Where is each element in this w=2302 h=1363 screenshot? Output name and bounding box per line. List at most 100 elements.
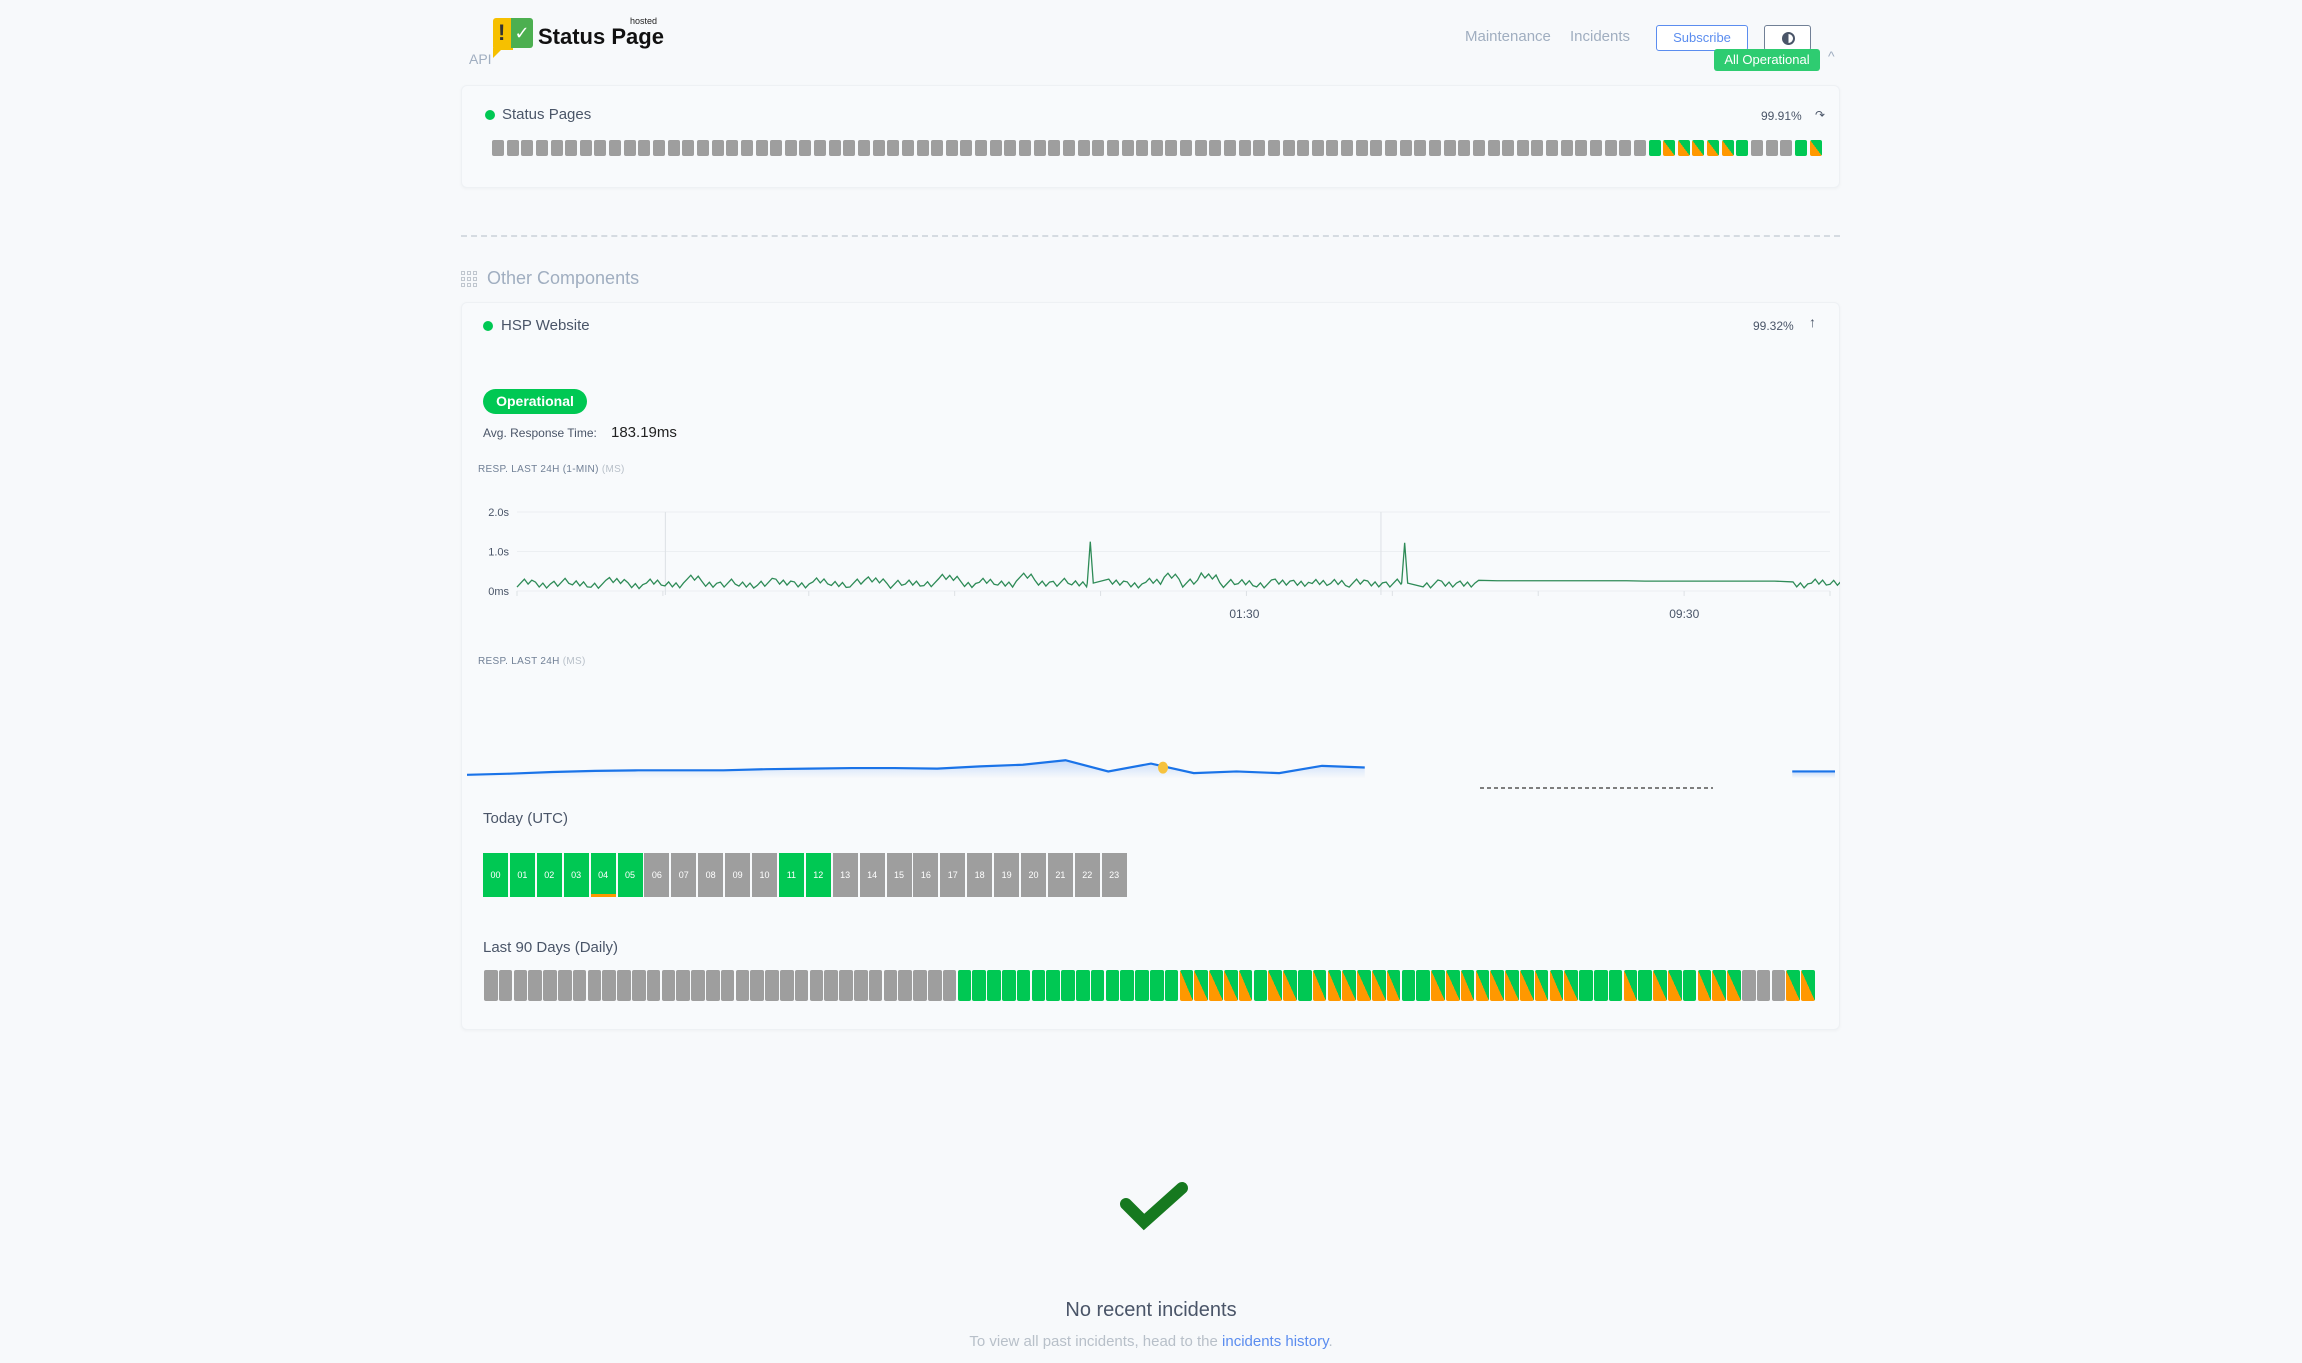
day-bar[interactable]	[498, 970, 513, 1001]
day-bar[interactable]	[1048, 140, 1061, 156]
day-bar[interactable]	[726, 140, 739, 156]
day-bar[interactable]	[854, 970, 868, 1001]
day-bar[interactable]	[1370, 140, 1383, 156]
day-bar[interactable]	[1727, 970, 1741, 1001]
hour-bar[interactable]: 07	[671, 853, 697, 897]
day-bar[interactable]	[1342, 970, 1356, 1001]
day-bar[interactable]	[1780, 140, 1793, 156]
day-bar[interactable]	[609, 140, 622, 156]
day-bar[interactable]	[1209, 140, 1222, 156]
day-bar[interactable]	[1194, 970, 1208, 1001]
day-bar[interactable]	[1253, 140, 1266, 156]
hour-bar[interactable]: 18	[967, 853, 993, 897]
day-bar[interactable]	[1520, 970, 1534, 1001]
hour-bar[interactable]: 15	[886, 853, 912, 897]
day-bar[interactable]	[1487, 140, 1500, 156]
day-bar[interactable]	[535, 140, 548, 156]
day-bar[interactable]	[1136, 140, 1149, 156]
day-bar[interactable]	[987, 970, 1001, 1001]
hour-bar[interactable]: 22	[1074, 853, 1100, 897]
day-bar[interactable]	[623, 140, 636, 156]
day-bar[interactable]	[814, 140, 827, 156]
day-bar[interactable]	[1590, 140, 1602, 156]
day-bar[interactable]	[543, 970, 557, 1001]
day-bar[interactable]	[1401, 970, 1416, 1001]
day-bar[interactable]	[1105, 970, 1120, 1001]
day-bar[interactable]	[839, 970, 853, 1001]
day-bar[interactable]	[696, 140, 709, 156]
hour-bar[interactable]: 10	[752, 853, 777, 897]
day-bar[interactable]	[1135, 970, 1149, 1001]
day-bar[interactable]	[883, 970, 898, 1001]
day-bar[interactable]	[1446, 970, 1460, 1001]
day-bar[interactable]	[667, 140, 680, 156]
day-bar[interactable]	[1180, 140, 1193, 156]
day-bar[interactable]	[1707, 140, 1720, 156]
day-bar[interactable]	[942, 970, 957, 1001]
day-bar[interactable]	[1505, 970, 1519, 1001]
day-bar[interactable]	[1414, 140, 1427, 156]
day-bar[interactable]	[550, 140, 563, 156]
day-bar[interactable]	[1534, 970, 1549, 1001]
hour-bar[interactable]: 14	[859, 853, 885, 897]
day-bar[interactable]	[1677, 140, 1690, 156]
hour-bar[interactable]: 05	[617, 853, 643, 897]
hour-bar[interactable]: 01	[509, 853, 535, 897]
day-bar[interactable]	[1431, 970, 1445, 1001]
day-bar[interactable]	[1238, 970, 1253, 1001]
day-bar[interactable]	[558, 970, 572, 1001]
day-bar[interactable]	[1194, 140, 1207, 156]
hour-bar[interactable]: 19	[994, 853, 1020, 897]
day-bar[interactable]	[1002, 970, 1016, 1001]
day-bar[interactable]	[676, 970, 690, 1001]
day-bar[interactable]	[1712, 970, 1726, 1001]
day-bar[interactable]	[780, 970, 794, 1001]
day-bar[interactable]	[579, 140, 592, 156]
day-bar[interactable]	[1209, 970, 1223, 1001]
day-bar[interactable]	[1120, 970, 1134, 1001]
day-bar[interactable]	[1298, 970, 1312, 1001]
day-bar[interactable]	[602, 970, 616, 1001]
day-bar[interactable]	[1386, 970, 1401, 1001]
day-bar[interactable]	[682, 140, 695, 156]
day-bar[interactable]	[1638, 970, 1652, 1001]
day-bar[interactable]	[1121, 140, 1134, 156]
day-bar[interactable]	[975, 140, 988, 156]
day-bar[interactable]	[960, 140, 973, 156]
day-bar[interactable]	[1560, 140, 1573, 156]
day-bar[interactable]	[706, 970, 720, 1001]
day-bar[interactable]	[931, 140, 944, 156]
day-bar[interactable]	[1164, 970, 1179, 1001]
day-bar[interactable]	[1531, 140, 1544, 156]
day-bar[interactable]	[1357, 970, 1371, 1001]
day-bar[interactable]	[513, 970, 528, 1001]
day-bar[interactable]	[720, 970, 735, 1001]
day-bar[interactable]	[887, 140, 900, 156]
day-bar[interactable]	[1809, 140, 1822, 156]
theme-toggle-button[interactable]	[1764, 25, 1811, 51]
day-bar[interactable]	[928, 970, 942, 1001]
day-bar[interactable]	[587, 970, 602, 1001]
day-bar[interactable]	[1016, 970, 1031, 1001]
day-bar[interactable]	[1031, 970, 1046, 1001]
day-bar[interactable]	[1283, 970, 1297, 1001]
day-bar[interactable]	[828, 140, 841, 156]
day-bar[interactable]	[1004, 140, 1017, 156]
day-bar[interactable]	[1721, 140, 1734, 156]
day-bar[interactable]	[1385, 140, 1398, 156]
day-bar[interactable]	[916, 140, 929, 156]
day-bar[interactable]	[661, 970, 676, 1001]
api-label[interactable]: API	[469, 51, 492, 67]
day-bar[interactable]	[1297, 140, 1310, 156]
day-bar[interactable]	[1623, 970, 1638, 1001]
day-bar[interactable]	[528, 970, 542, 1001]
day-bar[interactable]	[898, 970, 912, 1001]
day-bar[interactable]	[632, 970, 646, 1001]
day-bar[interactable]	[1575, 140, 1588, 156]
day-bar[interactable]	[1150, 140, 1163, 156]
day-bar[interactable]	[1668, 970, 1682, 1001]
day-bar[interactable]	[913, 970, 927, 1001]
incidents-history-link[interactable]: incidents history	[1222, 1333, 1329, 1350]
day-bar[interactable]	[1165, 140, 1178, 156]
day-bar[interactable]	[868, 970, 883, 1001]
